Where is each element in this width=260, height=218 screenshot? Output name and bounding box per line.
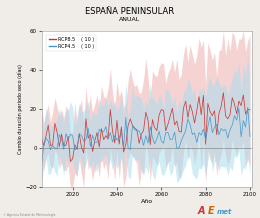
Y-axis label: Cambio duración periodo seco (días): Cambio duración periodo seco (días) <box>17 64 23 154</box>
Text: ESPAÑA PENINSULAR: ESPAÑA PENINSULAR <box>86 7 174 15</box>
Text: © Agencia Estatal de Meteorología: © Agencia Estatal de Meteorología <box>3 213 55 217</box>
Text: A: A <box>198 206 205 216</box>
Text: E: E <box>208 206 214 216</box>
Text: met: met <box>217 209 232 215</box>
X-axis label: Año: Año <box>141 199 153 204</box>
Text: ANUAL: ANUAL <box>119 17 141 22</box>
Legend: RCP8.5    ( 10 ), RCP4.5    ( 10 ): RCP8.5 ( 10 ), RCP4.5 ( 10 ) <box>46 34 96 51</box>
